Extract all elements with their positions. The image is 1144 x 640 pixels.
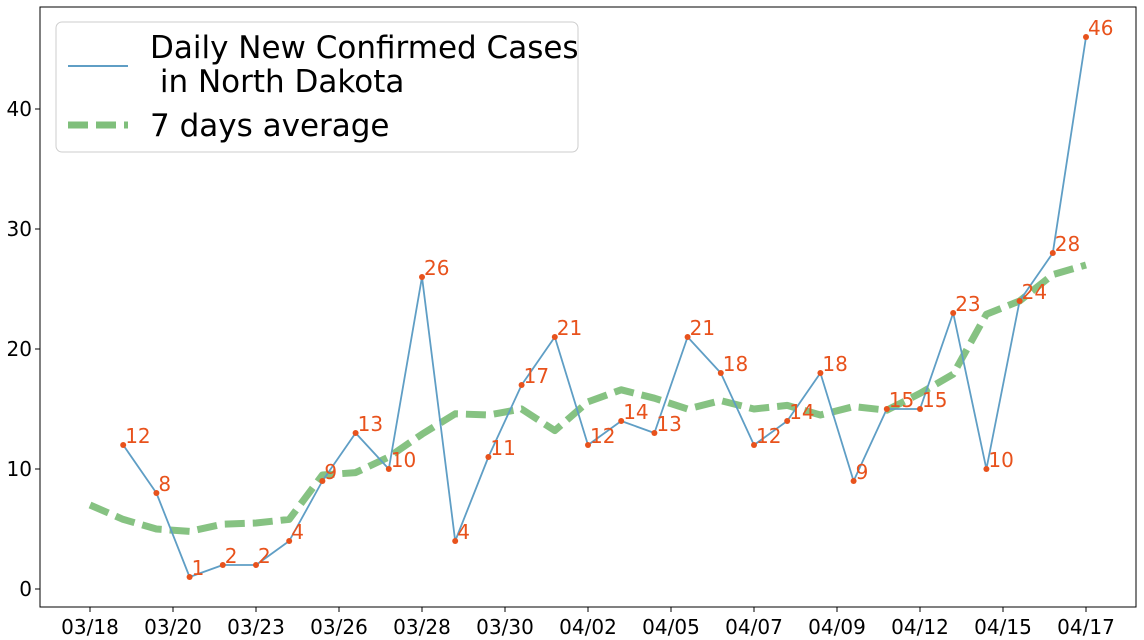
x-tick-label: 04/12 (891, 615, 949, 639)
data-label: 12 (125, 424, 150, 448)
x-tick-label: 03/18 (61, 615, 119, 639)
data-label: 15 (889, 388, 914, 412)
legend-label-7-day-average: 7 days average (150, 108, 390, 144)
daily-cases-point (917, 406, 923, 412)
daily-cases-point (684, 334, 691, 340)
daily-cases-point (385, 466, 392, 472)
data-label: 18 (723, 352, 748, 376)
data-label: 12 (756, 424, 781, 448)
x-axis: 03/18 03/20 03/23 03/26 03/28 03/30 04/02 04/05… (61, 607, 1115, 639)
x-tick-label: 04/15 (974, 615, 1032, 639)
x-tick-label: 04/17 (1057, 615, 1115, 639)
data-label: 4 (457, 520, 470, 544)
y-tick-label: 20 (7, 337, 32, 361)
data-label: 10 (391, 448, 416, 472)
data-label: 2 (225, 544, 238, 568)
x-tick-label: 04/02 (559, 615, 617, 639)
daily-cases-point (1016, 298, 1023, 304)
daily-cases-point (717, 370, 724, 376)
daily-cases-point (585, 442, 591, 448)
daily-cases-point (950, 310, 957, 316)
daily-cases-point (618, 418, 625, 424)
data-label: 8 (158, 472, 171, 496)
data-label: 12 (590, 424, 615, 448)
legend-text-line: 7 days average (150, 108, 390, 144)
daily-cases-point (551, 334, 558, 340)
data-label: 13 (358, 412, 383, 436)
legend-label-daily-cases: Daily New Confirmed Cases in North Dakot… (150, 30, 579, 100)
data-label: 13 (656, 412, 681, 436)
x-tick-label: 04/05 (642, 615, 700, 639)
data-label: 21 (557, 316, 582, 340)
data-label: 46 (1088, 16, 1113, 40)
daily-cases-point (253, 562, 259, 568)
daily-cases-point (352, 430, 359, 436)
data-label: 23 (955, 292, 980, 316)
y-tick-label: 30 (7, 217, 32, 241)
x-tick-label: 03/20 (144, 615, 202, 639)
daily-cases-point (485, 454, 492, 460)
data-label: 14 (789, 400, 814, 424)
x-tick-label: 04/09 (808, 615, 866, 639)
x-tick-label: 03/30 (476, 615, 534, 639)
y-axis: 0 10 20 30 40 (7, 97, 40, 601)
series-daily-cases-line (122, 36, 1087, 578)
daily-cases-point (1083, 34, 1089, 40)
series-layer (88, 34, 1089, 580)
data-label: 1 (192, 556, 205, 580)
daily-cases-point (153, 490, 160, 496)
daily-cases-point (850, 478, 857, 484)
data-label: 21 (690, 316, 715, 340)
data-label: 26 (424, 256, 449, 280)
daily-cases-point (784, 418, 791, 424)
data-label: 14 (623, 400, 648, 424)
data-label: 18 (822, 352, 847, 376)
daily-cases-point (219, 562, 226, 568)
data-label: 11 (490, 436, 515, 460)
y-tick-label: 10 (7, 457, 32, 481)
legend-text-line: Daily New Confirmed Cases (150, 30, 579, 66)
daily-cases-point (983, 466, 990, 472)
legend-box (55, 21, 579, 153)
daily-cases-point (319, 478, 326, 484)
data-label: 9 (324, 460, 337, 484)
daily-cases-point (286, 538, 293, 544)
data-label: 10 (988, 448, 1013, 472)
data-label: 15 (922, 388, 947, 412)
daily-cases-point (651, 430, 658, 436)
x-tick-label: 04/07 (725, 615, 783, 639)
x-tick-label: 03/23 (227, 615, 285, 639)
daily-cases-point (419, 274, 425, 280)
data-label: 24 (1022, 280, 1047, 304)
x-tick-label: 03/28 (393, 615, 451, 639)
daily-cases-point (518, 382, 525, 388)
daily-cases-point (817, 370, 824, 376)
data-label: 28 (1055, 232, 1080, 256)
data-label: 2 (258, 544, 271, 568)
daily-cases-point (751, 442, 757, 448)
data-label: 17 (524, 364, 549, 388)
x-tick-label: 03/26 (310, 615, 368, 639)
y-tick-label: 0 (19, 577, 32, 601)
daily-cases-point (452, 538, 459, 544)
series-7-day-average-line (88, 261, 1087, 535)
daily-cases-point (1049, 250, 1056, 256)
daily-cases-point (186, 574, 193, 580)
data-label: 9 (856, 460, 869, 484)
daily-cases-point (883, 406, 890, 412)
daily-cases-point (120, 442, 127, 448)
legend-text-line: in North Dakota (150, 64, 404, 100)
data-label: 4 (291, 520, 304, 544)
legend: Daily New Confirmed Cases in North Dakot… (55, 21, 579, 153)
y-tick-label: 40 (7, 97, 32, 121)
